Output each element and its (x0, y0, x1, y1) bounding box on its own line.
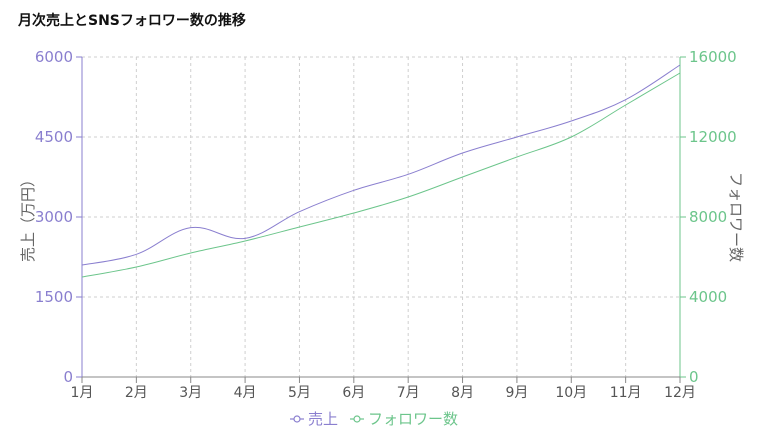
series-line-2 (81, 72, 681, 278)
x-tick-label: 10月 (555, 385, 587, 401)
legend-label: 売上 (308, 410, 338, 428)
grid-lines (81, 56, 681, 378)
x-tick-label: 5月 (288, 385, 311, 401)
series-line-1 (81, 64, 681, 266)
x-tick-label: 12月 (664, 385, 696, 401)
x-tick-label: 11月 (610, 385, 642, 401)
x-tick-label: 2月 (125, 385, 148, 401)
y-left-tick-label: 0 (63, 368, 73, 386)
y-left-tick-label: 3000 (35, 208, 73, 226)
chart-title: 月次売上とSNSフォロワー数の推移 (18, 13, 246, 29)
y-right-tick-label: 0 (689, 368, 699, 386)
y-axis-right-title: フォロワー数 (727, 172, 745, 262)
y-right-tick-label: 4000 (689, 288, 727, 306)
x-tick-label: 8月 (451, 385, 474, 401)
x-tick-label: 7月 (397, 385, 420, 401)
x-tick-label: 6月 (342, 385, 365, 401)
legend-swatch-marker (293, 415, 301, 423)
y-left-tick-label: 6000 (35, 48, 73, 66)
y-right-tick-label: 8000 (689, 208, 727, 226)
y-left-tick-label: 4500 (35, 128, 73, 146)
x-tick-label: 3月 (179, 385, 202, 401)
legend-label: フォロワー数 (368, 410, 458, 428)
y-right-tick-label: 12000 (689, 128, 737, 146)
x-tick-label: 4月 (234, 385, 257, 401)
legend: 売上 フォロワー数 (290, 410, 458, 428)
y-left-tick-label: 1500 (35, 288, 73, 306)
x-tick-label: 1月 (71, 385, 94, 401)
y-axis-left-title: 売上（万円） (19, 172, 37, 262)
y-right-tick-label: 16000 (689, 48, 737, 66)
legend-swatch-marker (353, 415, 361, 423)
x-tick-label: 9月 (505, 385, 528, 401)
